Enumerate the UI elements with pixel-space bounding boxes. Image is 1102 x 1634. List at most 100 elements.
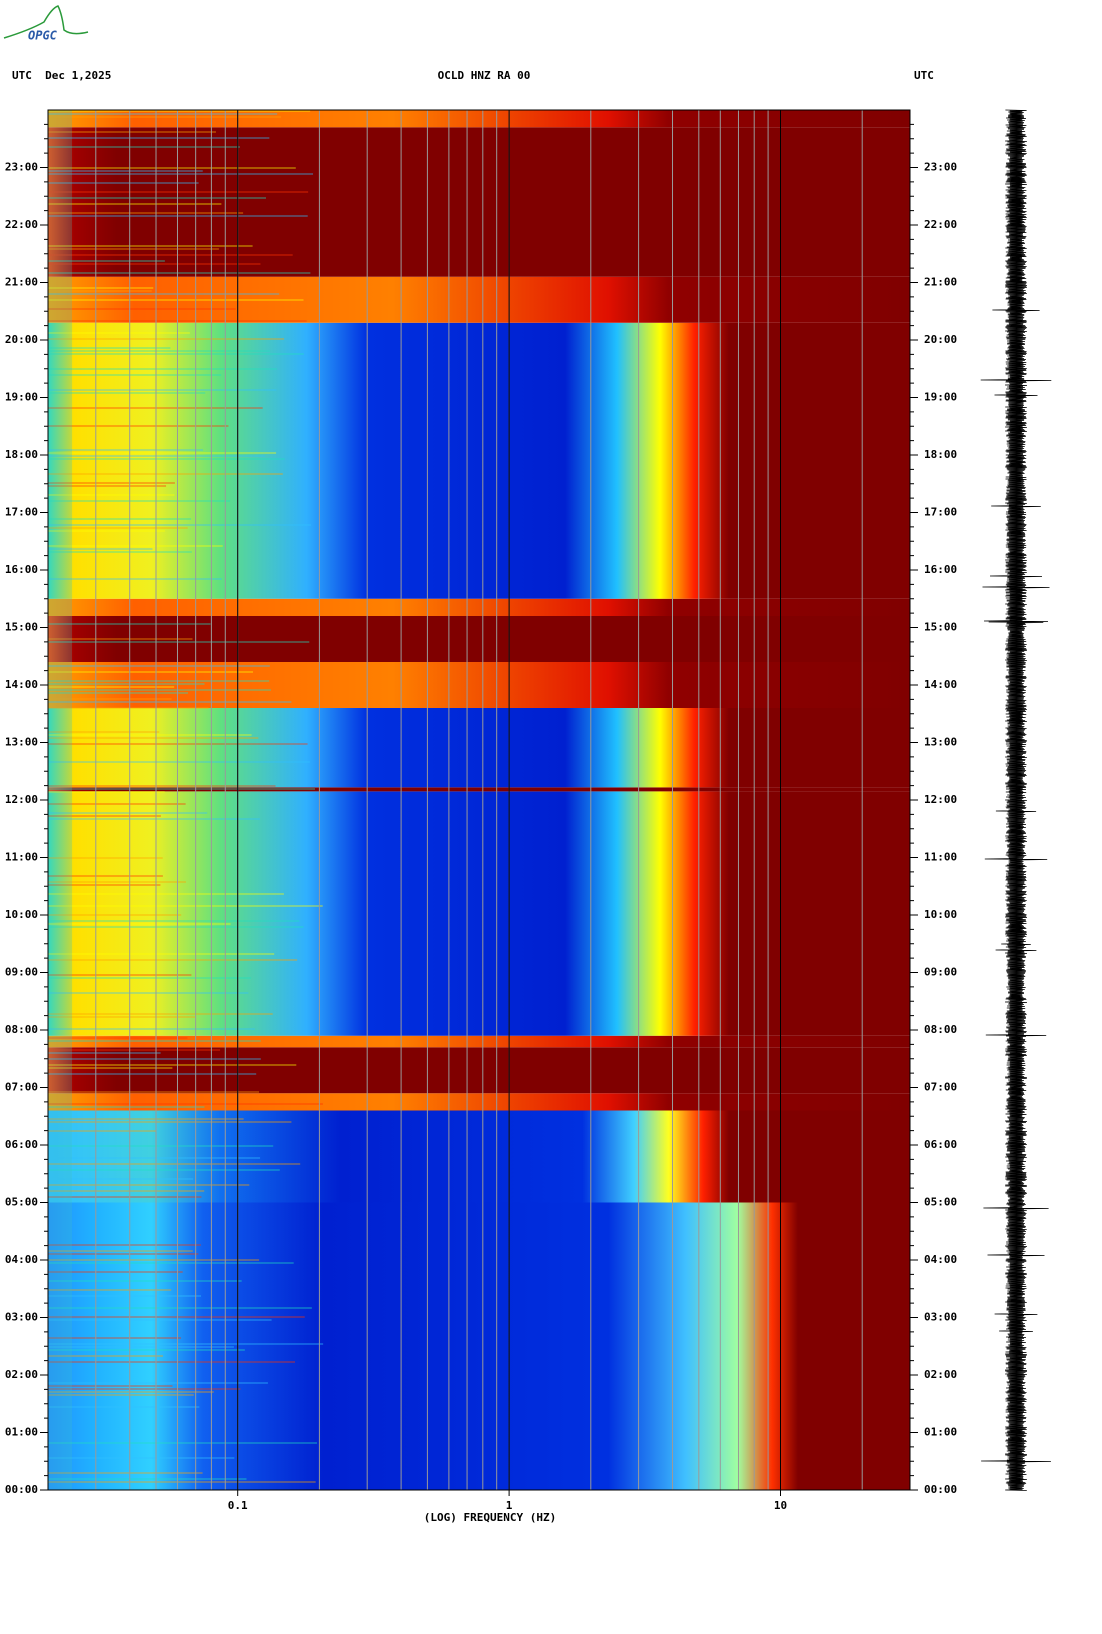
texture <box>48 803 186 805</box>
y-tick-label: 05:00 <box>5 1196 38 1209</box>
y-tick-label: 00:00 <box>924 1483 957 1496</box>
texture <box>48 1349 245 1351</box>
texture <box>48 1013 273 1015</box>
texture <box>48 527 188 529</box>
texture <box>48 425 229 427</box>
texture <box>48 545 223 547</box>
y-tick-label: 17:00 <box>5 506 38 519</box>
texture <box>48 308 236 310</box>
texture <box>48 173 314 175</box>
texture <box>48 731 160 733</box>
texture <box>48 1406 200 1408</box>
texture <box>48 551 192 553</box>
y-tick-label: 09:00 <box>5 966 38 979</box>
spectrogram-band <box>48 1047 910 1094</box>
y-tick-label: 10:00 <box>5 908 38 921</box>
texture <box>48 338 285 340</box>
left-column <box>48 110 72 1490</box>
texture <box>48 689 271 691</box>
axes: 0.1 1 10 00:00 00:00 01:00 01:00 02:00 02:00 03:0… <box>5 109 957 1512</box>
texture <box>48 350 271 352</box>
texture <box>48 974 192 976</box>
y-tick-label: 23:00 <box>924 161 957 174</box>
texture <box>48 818 260 820</box>
texture <box>48 953 275 955</box>
y-tick-label: 18:00 <box>5 448 38 461</box>
texture <box>48 923 231 925</box>
texture <box>48 1394 194 1396</box>
spectrogram <box>47 110 911 1490</box>
texture <box>48 1289 172 1291</box>
x-tick-label: 10 <box>774 1499 787 1512</box>
texture <box>48 1169 280 1171</box>
texture <box>48 1385 173 1387</box>
texture <box>48 455 266 457</box>
texture <box>48 1253 199 1255</box>
texture <box>48 1091 260 1093</box>
texture <box>48 785 276 787</box>
texture <box>48 734 252 736</box>
texture <box>48 1481 316 1483</box>
texture <box>48 857 163 859</box>
texture <box>48 254 293 256</box>
texture <box>48 1037 188 1039</box>
texture <box>48 1343 324 1345</box>
texture <box>48 1442 318 1444</box>
texture <box>48 167 296 169</box>
texture <box>48 977 252 979</box>
texture <box>48 170 203 172</box>
seismogram-trace <box>980 109 1052 1491</box>
texture <box>48 263 261 265</box>
texture <box>48 1361 296 1363</box>
texture <box>48 1382 268 1384</box>
texture <box>48 1337 181 1339</box>
texture <box>48 701 292 703</box>
logo-curve <box>3 5 89 39</box>
texture <box>48 893 284 895</box>
y-tick-label: 19:00 <box>5 391 38 404</box>
spectrogram-band <box>48 787 910 792</box>
texture <box>48 518 192 520</box>
y-tick-label: 11:00 <box>924 851 957 864</box>
texture <box>48 137 270 139</box>
texture <box>48 875 163 877</box>
texture <box>48 1130 157 1132</box>
y-tick-label: 11:00 <box>5 851 38 864</box>
y-tick-label: 05:00 <box>924 1196 957 1209</box>
texture <box>48 1280 242 1282</box>
texture <box>48 1271 183 1273</box>
texture <box>48 1196 202 1198</box>
texture <box>48 347 171 349</box>
x-axis-label: (LOG) FREQUENCY (HZ) <box>424 1511 556 1524</box>
y-tick-label: 13:00 <box>5 736 38 749</box>
y-tick-label: 22:00 <box>5 218 38 231</box>
texture <box>48 290 152 292</box>
y-tick-label: 16:00 <box>5 563 38 576</box>
y-tick-label: 06:00 <box>5 1138 38 1151</box>
y-tick-label: 14:00 <box>924 678 957 691</box>
texture <box>48 665 270 667</box>
spectrogram-band <box>48 1093 910 1111</box>
texture <box>48 791 165 793</box>
texture <box>48 905 323 907</box>
spectrogram-band <box>48 708 910 788</box>
texture <box>48 1049 221 1051</box>
y-tick-label: 13:00 <box>924 736 957 749</box>
spectrogram-band <box>48 1035 910 1048</box>
y-tick-label: 22:00 <box>924 218 957 231</box>
texture <box>48 272 311 274</box>
texture <box>48 1064 297 1066</box>
y-tick-label: 20:00 <box>924 333 957 346</box>
texture <box>48 578 222 580</box>
texture <box>48 332 190 334</box>
texture <box>48 1073 257 1075</box>
y-tick-label: 09:00 <box>924 966 957 979</box>
texture <box>48 1052 161 1054</box>
texture <box>48 788 315 790</box>
texture <box>48 992 249 994</box>
texture <box>48 485 167 487</box>
texture <box>48 641 310 643</box>
y-tick-label: 07:00 <box>5 1081 38 1094</box>
texture <box>48 392 206 394</box>
y-tick-label: 00:00 <box>5 1483 38 1496</box>
